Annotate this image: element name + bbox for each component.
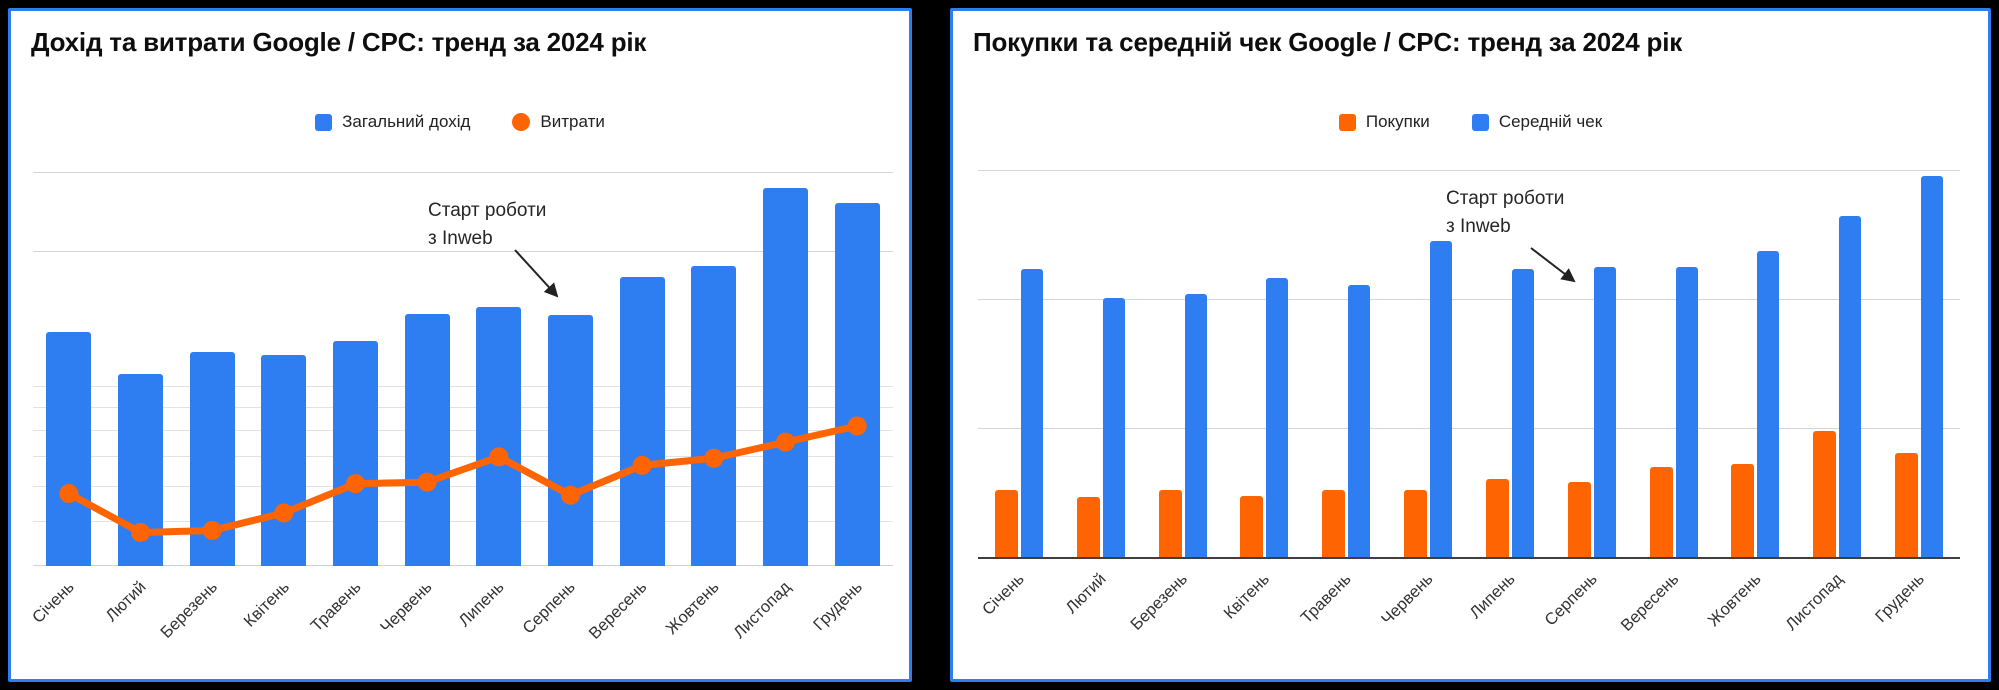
bar-revenue-Листопад — [763, 187, 808, 566]
bar-purchases-Листопад — [1813, 430, 1837, 558]
x-axis-label-text: Жовтень — [662, 578, 723, 639]
x-axis-label-text: Серпень — [1541, 570, 1601, 630]
inweb-start-annotation: Старт роботи з Inweb — [428, 197, 546, 253]
right-chart-legend: Покупки Середній чек — [953, 109, 1988, 135]
gridline — [33, 251, 893, 253]
bar-revenue-Червень — [404, 313, 450, 566]
x-axis-line — [978, 557, 1960, 559]
bar-avgcheck-Січень — [1020, 269, 1043, 558]
x-axis-label-text: Квітень — [240, 578, 293, 631]
bar-revenue-Лютий — [118, 374, 163, 566]
x-axis-label-text: Вересень — [1617, 570, 1683, 635]
x-axis-label-text: Грудень — [809, 578, 866, 635]
purchases-legend-swatch-icon — [1338, 113, 1356, 131]
bar-revenue-Липень — [476, 306, 522, 566]
bar-purchases-Жовтень — [1731, 464, 1755, 558]
bar-avgcheck-Вересень — [1675, 266, 1698, 558]
left-chart-plot-area: Старт роботи з Inweb Січень Лютий Березень… — [29, 143, 893, 643]
gridline — [978, 299, 1960, 301]
right-chart-plot-area: Старт роботи з Inweb Січень Лютий Березень… — [978, 143, 1960, 635]
legend-label-avgcheck: Середній чек — [1498, 112, 1603, 131]
annotation-line-2: з Inweb — [1446, 216, 1511, 237]
x-axis-label-text: Січень — [978, 570, 1028, 619]
x-axis-label-text: Червень — [1378, 570, 1437, 629]
bar-avgcheck-Листопад — [1839, 216, 1862, 558]
bar-purchases-Травень — [1322, 490, 1346, 558]
x-axis-label-text: Лютий — [1062, 570, 1110, 618]
bar-avgcheck-Липень — [1511, 269, 1534, 558]
revenue-legend-swatch-icon — [315, 113, 333, 131]
revenue-expenses-chart-panel: Дохід та витрати Google / CPC: тренд за … — [8, 8, 912, 682]
bar-purchases-Січень — [994, 490, 1018, 558]
expenses-legend-swatch-icon — [512, 113, 531, 131]
bar-avgcheck-Серпень — [1593, 266, 1616, 558]
legend-item-purchases: Покупки — [1338, 112, 1430, 132]
bar-avgcheck-Лютий — [1102, 297, 1125, 558]
bar-purchases-Грудень — [1895, 453, 1919, 558]
bar-purchases-Березень — [1158, 490, 1182, 558]
bar-avgcheck-Квітень — [1266, 278, 1289, 558]
bar-avgcheck-Травень — [1348, 284, 1371, 558]
avgcheck-legend-swatch-icon — [1471, 113, 1489, 131]
bar-purchases-Липень — [1485, 478, 1509, 558]
bar-revenue-Травень — [333, 340, 378, 566]
legend-label-purchases: Покупки — [1365, 112, 1430, 131]
x-axis-label-text: Листопад — [1781, 570, 1846, 635]
x-axis-label-text: Червень — [377, 578, 436, 637]
purchases-avgcheck-chart-panel: Покупки та середній чек Google / CPC: тр… — [950, 8, 1991, 682]
bar-revenue-Серпень — [548, 314, 593, 566]
bar-revenue-Березень — [189, 351, 235, 566]
x-axis-label-text: Січень — [28, 578, 78, 627]
x-axis-label-text: Квітень — [1220, 570, 1274, 623]
x-axis-label-text: Березень — [1127, 570, 1192, 634]
annotation-line-1: Старт роботи — [1446, 188, 1565, 209]
left-chart-title: Дохід та витрати Google / CPC: тренд за … — [31, 27, 647, 57]
x-axis-label-text: Листопад — [730, 578, 795, 643]
gridline — [978, 170, 1960, 172]
inweb-start-annotation: Старт роботи з Inweb — [1446, 185, 1564, 241]
x-axis-label-text: Вересень — [586, 578, 651, 643]
legend-item-avgcheck: Середній чек — [1471, 112, 1603, 132]
annotation-line-2: з Inweb — [428, 228, 493, 249]
gridline — [33, 386, 893, 388]
bar-revenue-Квітень — [261, 355, 307, 566]
right-chart-title: Покупки та середній чек Google / CPC: тр… — [973, 27, 1683, 57]
x-axis-label-text: Липень — [455, 578, 508, 631]
x-axis-label-text: Травень — [1297, 570, 1355, 628]
gridline — [33, 172, 893, 174]
bar-avgcheck-Грудень — [1921, 176, 1944, 558]
x-axis-label-text: Травень — [306, 578, 365, 636]
legend-item-revenue: Загальний дохід — [315, 112, 470, 132]
annotation-line-1: Старт роботи — [428, 200, 547, 221]
gridline — [33, 406, 893, 408]
legend-item-expenses: Витрати — [512, 112, 605, 132]
bar-avgcheck-Жовтень — [1757, 251, 1780, 558]
legend-label-expenses: Витрати — [540, 112, 605, 131]
bar-avgcheck-Червень — [1430, 240, 1453, 558]
bar-revenue-Грудень — [834, 203, 880, 566]
x-axis-baseline — [33, 565, 893, 566]
legend-label-revenue: Загальний дохід — [342, 112, 471, 131]
gridline — [978, 428, 1960, 430]
x-axis-label-text: Грудень — [1871, 570, 1928, 627]
x-axis-label-text: Жовтень — [1704, 570, 1765, 631]
x-axis-label-text: Липень — [1466, 570, 1519, 623]
bar-avgcheck-Березень — [1184, 293, 1207, 558]
bar-purchases-Серпень — [1567, 482, 1591, 558]
bar-purchases-Квітень — [1240, 496, 1264, 558]
bar-revenue-Жовтень — [691, 266, 737, 566]
bar-revenue-Вересень — [619, 277, 665, 566]
bar-purchases-Вересень — [1649, 466, 1673, 558]
x-axis-label-text: Лютий — [101, 578, 150, 626]
left-chart-legend: Загальний дохід Витрати — [11, 109, 909, 135]
bar-purchases-Червень — [1404, 490, 1428, 558]
x-axis-label-text: Серпень — [519, 578, 580, 638]
bar-purchases-Лютий — [1076, 497, 1100, 558]
bar-revenue-Січень — [46, 331, 92, 566]
x-axis-label-text: Березень — [157, 578, 221, 642]
